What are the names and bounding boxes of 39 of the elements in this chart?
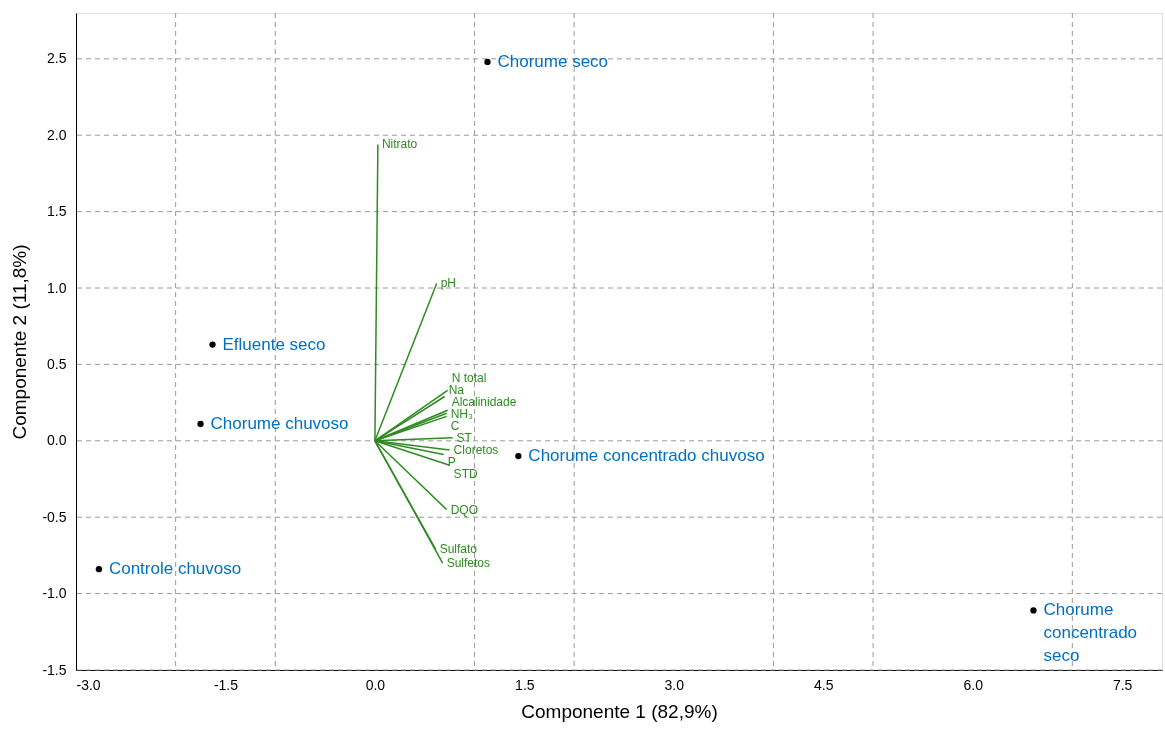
series-label: Alcalinidade: [451, 394, 517, 409]
series-label: Na: [448, 382, 465, 397]
y-axis-title: Componente 2 (11,8%): [9, 244, 31, 440]
y-tick-label: 0.0: [47, 432, 67, 449]
series-label: N total: [451, 370, 487, 385]
series-label: P: [447, 455, 456, 470]
annotation: Chorume concentrado seco: [1043, 600, 1138, 666]
y-tick-label: -1.0: [42, 585, 67, 602]
annotation: Chorume chuvoso: [210, 414, 349, 434]
series-label: DQO: [450, 502, 478, 517]
y-tick-label: 0.5: [47, 355, 67, 372]
series-label: ST: [456, 431, 473, 446]
series-label: NH₃: [450, 406, 473, 421]
y-tick-label: 2.0: [47, 126, 67, 143]
y-tick-label: 2.5: [47, 50, 67, 67]
series-label: Sulfetos: [446, 556, 491, 571]
y-tick-label: 1.5: [47, 203, 67, 220]
annotation: Chorume seco: [497, 51, 609, 71]
annotation: Controle chuvoso: [108, 559, 242, 579]
series-label: pH: [440, 276, 457, 291]
y-tick-label: -0.5: [42, 508, 67, 525]
series-label: Nitrato: [381, 137, 418, 152]
series-label: STD: [453, 467, 478, 482]
annotation: Chorume concentrado chuvoso: [528, 446, 765, 466]
y-tick-label: -1.5: [42, 661, 67, 678]
x-tick-label: 7.5: [1112, 676, 1133, 693]
y-tick-label: 1.0: [47, 279, 67, 296]
x-tick-label: 3.0: [664, 676, 685, 693]
x-tick-label: -1.5: [213, 676, 239, 693]
annotation: Efluente seco: [222, 334, 326, 354]
series-label: C: [450, 418, 460, 433]
x-tick-label: 4.5: [814, 676, 834, 693]
x-axis-title: Componente 1 (82,9%): [521, 700, 718, 722]
series-label: Sulfato: [439, 542, 478, 557]
x-tick-label: 1.5: [515, 676, 535, 693]
series-label: Cloretos: [453, 443, 499, 458]
x-tick-label: 6.0: [963, 676, 984, 693]
x-tick-label: 0.0: [365, 676, 386, 693]
x-tick-label: -3.0: [76, 676, 101, 693]
